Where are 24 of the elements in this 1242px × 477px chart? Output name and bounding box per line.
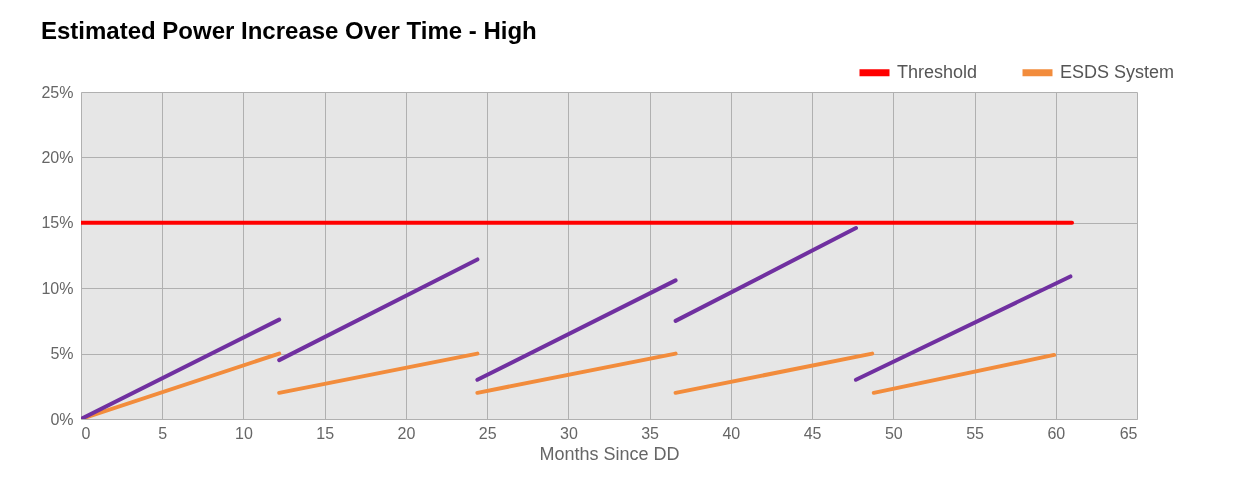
y-tick-label: 0% — [50, 410, 74, 428]
x-tick-label: 35 — [641, 424, 660, 442]
x-tick-label: 60 — [1047, 424, 1066, 442]
legend-label: Threshold — [897, 61, 978, 82]
y-tick-label: 10% — [41, 279, 74, 297]
x-tick-label: 65 — [1119, 424, 1138, 442]
y-tick-label: 15% — [41, 214, 74, 232]
x-tick-label: 25 — [478, 424, 497, 442]
legend-label: ESDS System — [1060, 61, 1175, 82]
y-tick-label: 20% — [41, 148, 74, 166]
y-tick-label: 5% — [50, 345, 74, 363]
x-tick-label: 20 — [397, 424, 416, 442]
x-axis-title: Months Since DD — [539, 443, 680, 464]
x-tick-label: 55 — [966, 424, 985, 442]
chart-title: Estimated Power Increase Over Time - High — [40, 17, 537, 44]
x-tick-label: 30 — [559, 424, 578, 442]
x-tick-label: 10 — [235, 424, 253, 442]
x-tick-label: 45 — [803, 424, 822, 442]
x-tick-label: 0 — [81, 424, 91, 442]
x-tick-label: 40 — [722, 424, 741, 442]
y-tick-label: 25% — [41, 83, 74, 101]
x-tick-label: 5 — [158, 424, 168, 442]
x-tick-label: 50 — [884, 424, 903, 442]
x-tick-label: 15 — [316, 424, 335, 442]
